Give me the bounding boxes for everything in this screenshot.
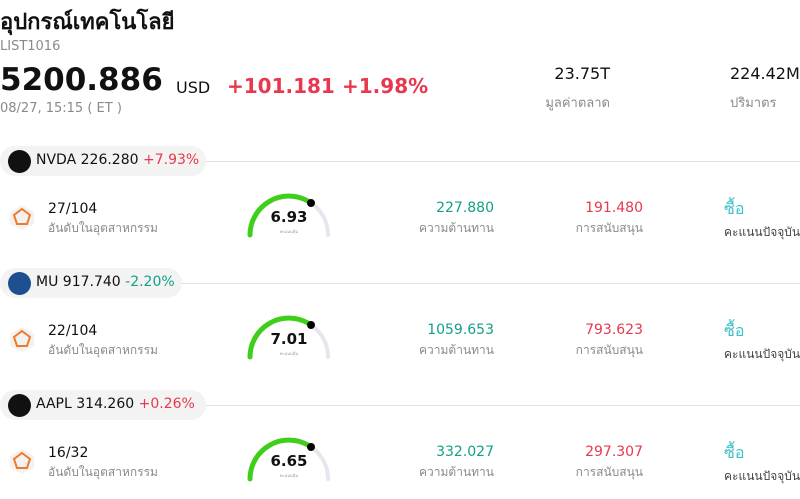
rank-label: อันดับในอุตสาหกรรม [48,343,158,357]
change: +0.26% [138,396,195,412]
rating: ซื้อ [724,443,745,462]
rank: 27/104 [48,201,98,217]
rating: ซื้อ [724,199,745,218]
support: 297.307 [585,444,643,460]
time: 08/27, 15:15 ( ET ) [0,101,122,116]
rank-icon [10,327,34,352]
score-label: คะแนนหุ้น [279,229,299,234]
price: 226.280 [80,152,139,168]
rank-icon [10,205,34,230]
separator [0,405,800,406]
change-pct: +1.98% [342,74,429,98]
price: 917.740 [62,274,121,290]
title: อุปกรณ์เทคโนโลยี [0,10,175,35]
ticker: MU [36,274,59,290]
separator [0,161,800,162]
stock-ticker: MU 917.740 -2.20% [36,274,175,290]
score-label: คะแนนหุ้น [279,351,299,356]
support-label: การสนับสนุน [575,465,643,479]
score-label: คะแนนหุ้น [279,473,299,478]
separator [0,283,800,284]
price: 5200.886 [0,62,163,98]
stat-label: มูลค่าตลาด [545,96,610,111]
rating-label: คะแนนปัจจุบัน [724,347,800,361]
resistance-label: ความต้านทาน [419,343,494,357]
score: 6.65 [270,452,308,470]
stat-value: 224.42M [730,64,800,83]
rank-label: อันดับในอุตสาหกรรม [48,221,158,235]
resistance: 332.027 [436,444,494,460]
resistance-label: ความต้านทาน [419,221,494,235]
rank: 16/32 [48,445,89,461]
rating-label: คะแนนปัจจุบัน [724,225,800,239]
score: 7.01 [270,330,308,348]
stock-ticker: NVDA 226.280 +7.93% [36,152,199,168]
score-gauge [247,437,330,482]
price: 314.260 [76,396,135,412]
rating-label: คะแนนปัจจุบัน [724,469,800,483]
resistance-label: ความต้านทาน [419,465,494,479]
ticker: AAPL [36,396,72,412]
rank-icon [10,449,34,474]
rank: 22/104 [48,323,98,339]
ticker: NVDA [36,152,77,168]
support-label: การสนับสนุน [575,343,643,357]
rank-label: อันดับในอุตสาหกรรม [48,465,158,479]
change: +7.93% [142,152,200,168]
resistance: 1059.653 [427,322,494,338]
score-gauge [247,193,330,238]
stock-pill[interactable] [0,146,206,176]
stock-ticker: AAPL 314.260 +0.26% [36,396,195,412]
stock-icon [8,394,31,417]
change: +101.181 [227,74,335,98]
resistance: 227.880 [436,200,494,216]
rating: ซื้อ [724,321,745,340]
score: 6.93 [270,208,308,226]
change: -2.20% [125,274,175,290]
stat-label: ปริมาตร [730,96,777,111]
stock-icon [8,150,31,173]
currency: USD [176,78,211,97]
support: 793.623 [585,322,643,338]
stat-value: 23.75T [554,64,610,83]
stock-icon [8,272,31,295]
support: 191.480 [585,200,643,216]
support-label: การสนับสนุน [575,221,643,235]
score-gauge [247,315,330,360]
code: LIST1016 [0,39,61,54]
stock-pill[interactable] [0,390,206,420]
